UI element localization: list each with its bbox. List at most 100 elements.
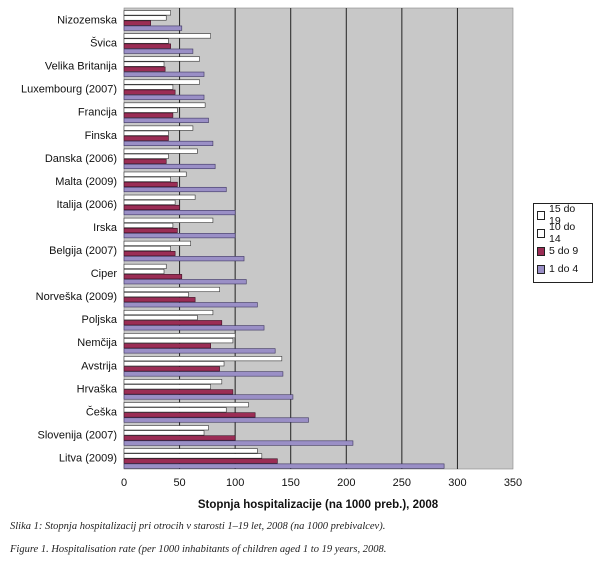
legend-swatch (537, 210, 545, 220)
bars (123, 10, 445, 469)
bar (123, 15, 167, 21)
bar (123, 412, 256, 418)
bar (123, 20, 151, 26)
bar (123, 117, 209, 123)
bar (123, 33, 211, 39)
chart: Nizozemska Švica Velika Britanija Luxembour… (21, 7, 522, 511)
bar (123, 297, 196, 303)
category-label: Švica (90, 37, 118, 50)
bar (123, 210, 236, 216)
x-tick-label: 200 (337, 477, 355, 489)
category-label: Malta (2009) (55, 176, 117, 188)
bar (123, 453, 263, 459)
bar (123, 94, 205, 100)
bar (123, 361, 225, 367)
category-label: Poljska (82, 314, 118, 326)
bar (123, 153, 169, 159)
bar (123, 148, 198, 154)
bar (123, 10, 171, 16)
bar (123, 458, 278, 464)
bar (123, 309, 214, 316)
bar (123, 217, 214, 223)
bar (123, 417, 309, 423)
legend-item: 15 do 19 (537, 203, 589, 227)
bar (123, 389, 234, 395)
bar (123, 268, 165, 275)
category-label: Avstrija (81, 360, 118, 372)
bar (123, 176, 171, 182)
bar (123, 79, 200, 85)
bar (123, 38, 169, 44)
x-axis-title: Stopnja hospitalizacije (na 1000 preb.),… (198, 499, 439, 511)
legend-label: 1 do 4 (549, 263, 579, 275)
bar (123, 130, 169, 136)
bar (123, 407, 227, 413)
category-label: Irska (93, 222, 118, 234)
x-tick-label: 50 (173, 477, 185, 489)
bar (123, 158, 167, 164)
bar (123, 107, 178, 113)
bar (123, 366, 220, 372)
legend-label: 15 do 19 (549, 203, 576, 227)
bar (123, 448, 258, 454)
caption-english: Figure 1. Hospitalisation rate (per 1000… (10, 544, 387, 555)
x-tick-label: 0 (121, 477, 127, 489)
bar (123, 286, 220, 293)
bar (123, 263, 167, 269)
legend-item: 10 do 14 (537, 221, 589, 245)
bar (123, 325, 265, 331)
x-tick-label: 150 (282, 477, 300, 489)
bar (123, 379, 223, 385)
bar (123, 356, 283, 362)
bar (123, 61, 165, 67)
category-label: Češka (86, 405, 118, 418)
bar (123, 112, 174, 118)
bar (123, 425, 209, 431)
bar (123, 463, 445, 469)
category-label: Francija (78, 107, 118, 119)
bar (123, 56, 200, 62)
category-label: Nemčija (77, 337, 118, 349)
bar (123, 181, 178, 187)
category-label: Danska (2006) (45, 153, 117, 165)
category-label: Finska (85, 130, 118, 142)
bar (123, 279, 247, 285)
bar (123, 315, 198, 321)
x-tick-label: 250 (393, 477, 411, 489)
bar (123, 348, 276, 354)
legend-swatch (537, 264, 545, 274)
bar (123, 256, 245, 262)
bar (123, 245, 171, 252)
bar (123, 186, 227, 193)
category-label: Nizozemska (57, 15, 118, 27)
category-label: Italija (2006) (56, 199, 117, 211)
legend-swatch (537, 228, 545, 238)
category-label: Litva (2009) (59, 452, 117, 464)
bar (123, 292, 189, 298)
legend-label: 5 do 9 (549, 245, 579, 257)
bar (123, 302, 258, 308)
bar (123, 440, 354, 446)
bar (123, 222, 174, 228)
category-labels: Nizozemska Švica Velika Britanija Luxembour… (21, 15, 118, 465)
bar (123, 274, 183, 280)
x-tick-labels: 0 50 100 150 200 250 300 350 (121, 477, 522, 489)
category-label: Velika Britanija (45, 61, 118, 73)
bar (123, 199, 176, 205)
legend-label: 10 do 14 (549, 221, 576, 245)
category-label: Ciper (91, 268, 118, 280)
bar (123, 320, 223, 326)
bar (123, 333, 236, 339)
bar (123, 343, 211, 349)
bar (123, 371, 284, 377)
x-tick-label: 350 (504, 477, 522, 489)
bar (123, 240, 191, 246)
legend-item: 1 do 4 (537, 260, 589, 278)
bar (123, 194, 196, 200)
caption-slovenian: Slika 1: Stopnja hospitalizacij pri otro… (10, 521, 386, 532)
x-tick-label: 100 (226, 477, 244, 489)
bar (123, 233, 236, 239)
x-tick-label: 300 (448, 477, 466, 489)
plot-area (123, 7, 514, 470)
bar (123, 163, 216, 170)
